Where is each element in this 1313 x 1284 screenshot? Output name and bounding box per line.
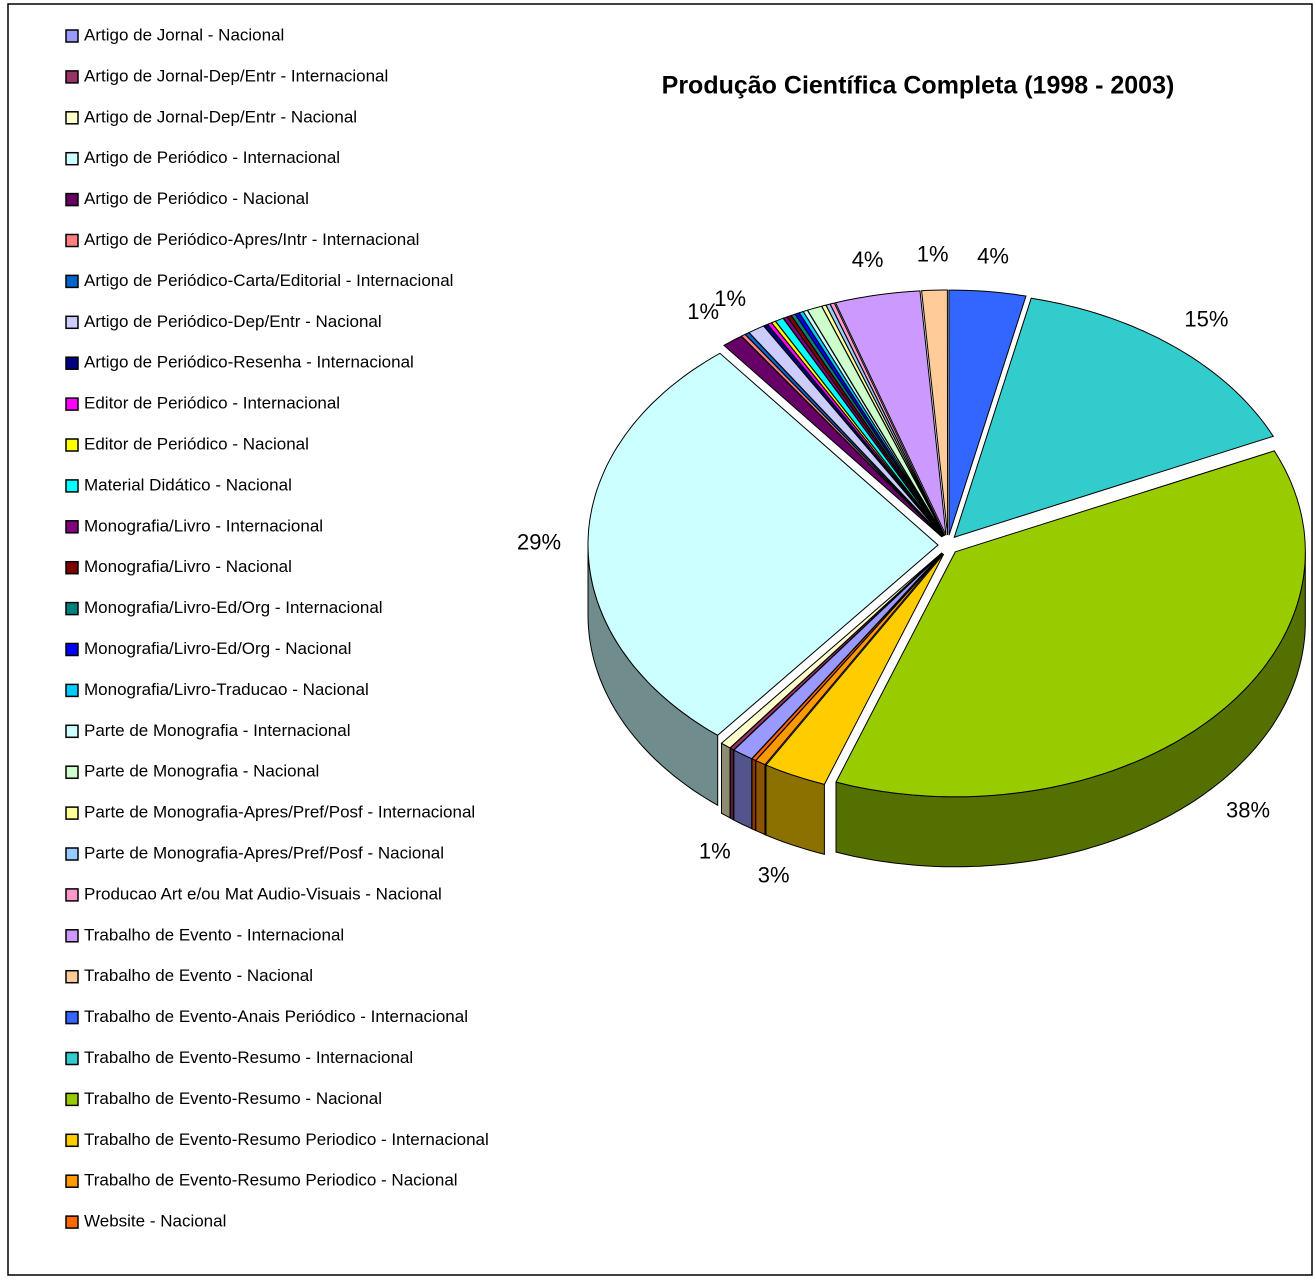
data-label: 1% [917, 242, 949, 267]
legend-label: Artigo de Periódico - Internacional [84, 148, 340, 167]
pie-slice-side [751, 758, 757, 832]
legend-swatch [65, 356, 79, 370]
pie-slice [953, 297, 1275, 538]
legend-label: Artigo de Jornal-Dep/Entr - Nacional [84, 107, 357, 126]
legend-swatch [65, 806, 79, 820]
pie-slice [720, 552, 943, 749]
legend-label: Artigo de Periódico-Carta/Editorial - In… [84, 271, 453, 290]
legend-swatch [65, 683, 79, 698]
legend-label: Artigo de Periódico-Resenha - Internacio… [84, 353, 414, 372]
data-label: 1% [699, 838, 731, 863]
pie-slice-side [721, 742, 731, 819]
legend-swatch [65, 1174, 79, 1188]
pie-slice [835, 450, 1306, 798]
legend-swatch [65, 1010, 79, 1025]
legend-swatch [65, 1215, 79, 1229]
legend-swatch [65, 397, 79, 411]
legend-label: Trabalho de Evento - Nacional [84, 966, 313, 985]
chart-title: Produção Científica Completa (1998 - 200… [662, 72, 1175, 100]
pie-slice [921, 289, 949, 536]
legend-swatch [65, 438, 79, 452]
pie-slice [587, 352, 939, 736]
legend-swatch [65, 929, 79, 943]
legend-swatch [65, 315, 79, 330]
legend-swatch [65, 151, 79, 166]
legend-swatch [65, 601, 79, 616]
legend-label: Editor de Periódico - Internacional [84, 394, 340, 413]
legend-label: Trabalho de Evento - Internacional [84, 925, 344, 944]
legend-swatch [65, 1133, 79, 1148]
legend-label: Parte de Monografia - Internacional [84, 721, 351, 740]
legend-swatch [65, 1051, 79, 1066]
legend-label: Material Didático - Nacional [84, 475, 292, 494]
legend-label: Artigo de Jornal-Dep/Entr - Internaciona… [84, 66, 388, 85]
data-label: 3% [758, 863, 790, 888]
legend-swatch [65, 70, 79, 84]
legend-swatch [65, 1092, 79, 1107]
pie-slice-side [733, 749, 753, 830]
legend-label: Monografia/Livro - Nacional [84, 557, 292, 576]
legend-label: Monografia/Livro - Internacional [84, 516, 323, 535]
legend-swatch [65, 888, 79, 902]
legend-label: Trabalho de Evento-Resumo Periodico - In… [84, 1130, 489, 1149]
data-label: 38% [1226, 797, 1270, 822]
legend-label: Editor de Periódico - Nacional [84, 434, 309, 453]
pie-slice [834, 290, 947, 536]
data-label: 4% [977, 243, 1009, 268]
data-label: 29% [517, 530, 561, 555]
legend-swatch [65, 847, 79, 861]
legend-label: Artigo de Periódico - Nacional [84, 189, 309, 208]
data-label: 4% [852, 247, 884, 272]
legend-label: Trabalho de Evento-Resumo - Nacional [84, 1089, 382, 1108]
legend-swatch [65, 29, 79, 43]
pie-slice-side [755, 759, 766, 836]
legend-label: Artigo de Jornal - Nacional [84, 25, 284, 44]
legend-label: Monografia/Livro-Traducao - Nacional [84, 680, 369, 699]
legend-label: Trabalho de Evento-Anais Periódico - Int… [84, 1007, 468, 1026]
legend-label: Trabalho de Evento-Resumo Periodico - Na… [84, 1171, 458, 1190]
legend-swatch [65, 111, 79, 125]
pie-slice [765, 553, 945, 785]
legend-label: Website - Nacional [84, 1212, 226, 1231]
legend-swatch [65, 274, 79, 289]
pie-slice [948, 289, 1027, 536]
legend-label: Parte de Monografia-Apres/Pref/Posf - Na… [84, 843, 444, 862]
legend-swatch [65, 969, 79, 984]
legend-swatch [65, 233, 79, 248]
data-label: 15% [1184, 307, 1228, 332]
legend-label: Parte de Monografia - Nacional [84, 762, 319, 781]
data-label: 1% [714, 286, 746, 311]
legend-swatch [65, 192, 79, 207]
legend-swatch [65, 642, 79, 657]
legend-swatch [65, 724, 79, 739]
pie-slice [829, 302, 946, 536]
legend-swatch [65, 479, 79, 493]
legend-label: Producao Art e/ou Mat Audio-Visuais - Na… [84, 884, 442, 903]
legend-label: Parte de Monografia-Apres/Pref/Posf - In… [84, 803, 475, 822]
legend-label: Trabalho de Evento-Resumo - Internaciona… [84, 1048, 413, 1067]
legend-swatch [65, 560, 79, 575]
legend-swatch [65, 765, 79, 779]
pie-slice-side [729, 747, 735, 821]
legend-label: Monografia/Livro-Ed/Org - Internacional [84, 598, 383, 617]
legend-swatch [65, 520, 79, 534]
pie-slice [751, 553, 943, 762]
data-label: 1% [687, 299, 719, 324]
legend-label: Monografia/Livro-Ed/Org - Nacional [84, 639, 351, 658]
legend-label: Artigo de Periódico-Apres/Intr - Interna… [84, 230, 419, 249]
legend-label: Artigo de Periódico-Dep/Entr - Nacional [84, 312, 382, 331]
